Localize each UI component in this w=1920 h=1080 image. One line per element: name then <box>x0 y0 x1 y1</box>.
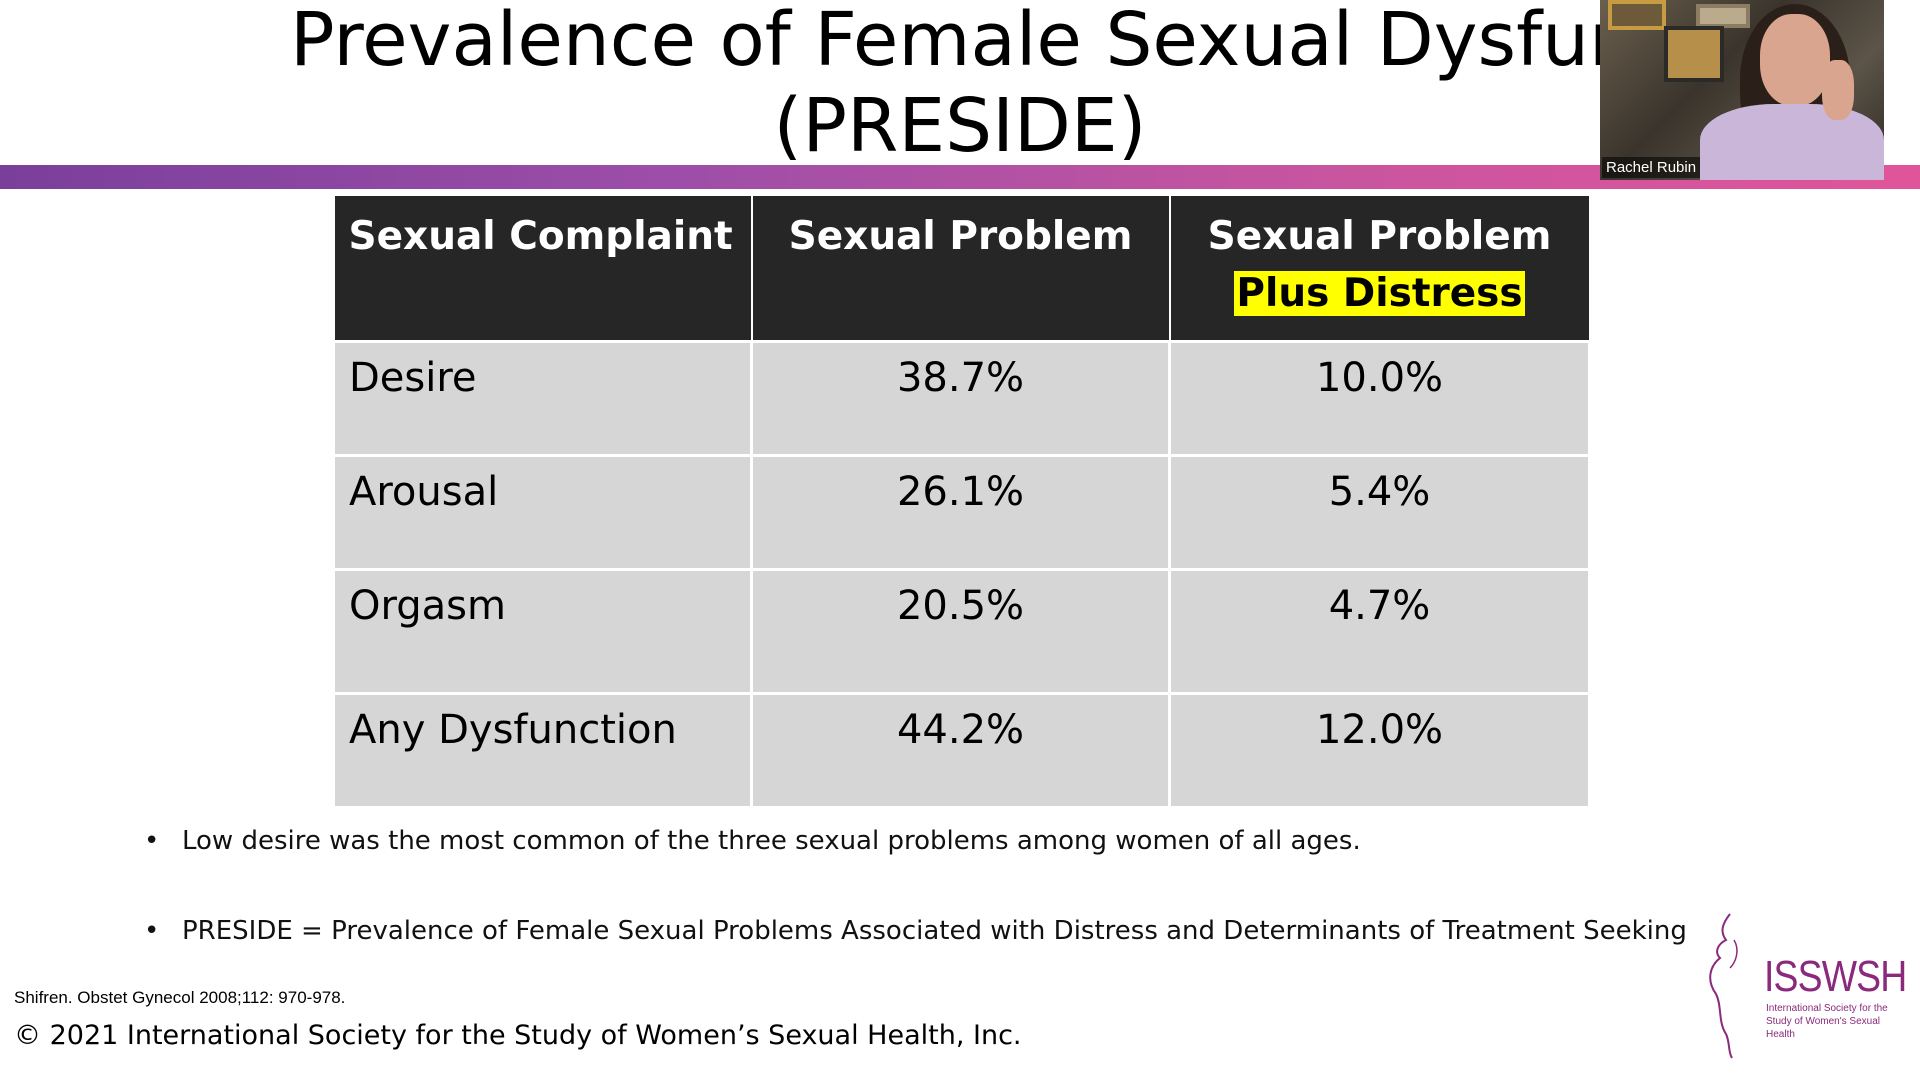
bullet-dot-icon: • <box>144 916 160 946</box>
complaint-cell: Orgasm <box>332 568 753 695</box>
female-silhouette-icon <box>1709 913 1738 1059</box>
wall-frame <box>1608 0 1666 30</box>
bullet-dot-icon: • <box>144 826 160 856</box>
problem-percent-cell: 38.7% <box>750 340 1171 457</box>
problem-percent-cell: 20.5% <box>750 568 1171 695</box>
webcam-video-tile[interactable]: Rachel Rubin <box>1600 0 1884 180</box>
table-row: Arousal 26.1% 5.4% <box>332 454 1591 571</box>
complaint-cell: Any Dysfunction <box>332 692 753 809</box>
logo-subtitle: International Society for the Study of W… <box>1766 1003 1888 1040</box>
highlighted-plus-distress: Plus Distress <box>1234 271 1525 316</box>
distress-percent-cell: 12.0% <box>1168 692 1591 809</box>
bullet-text: PRESIDE = Prevalence of Female Sexual Pr… <box>182 916 1687 946</box>
problem-percent-cell: 26.1% <box>750 454 1171 571</box>
speaker-body <box>1700 104 1884 180</box>
prevalence-table: Sexual Complaint Sexual Problem Sexual P… <box>332 194 1591 809</box>
complaint-cell: Arousal <box>332 454 753 571</box>
header-sexual-problem: Sexual Problem <box>750 194 1171 343</box>
table-row: Orgasm 20.5% 4.7% <box>332 568 1591 695</box>
distress-percent-cell: 10.0% <box>1168 340 1591 457</box>
citation: Shifren. Obstet Gynecol 2008;112: 970-97… <box>14 988 346 1007</box>
logo-acronym: ISSWSH <box>1764 952 1907 1001</box>
speaker-face <box>1760 14 1830 106</box>
isswsh-logo: ISSWSH International Society for the Stu… <box>1700 910 1910 1060</box>
wall-frame <box>1696 4 1750 28</box>
table-header-row: Sexual Complaint Sexual Problem Sexual P… <box>332 194 1591 343</box>
table-row: Desire 38.7% 10.0% <box>332 340 1591 457</box>
slide-title: Prevalence of Female Sexual Dysfunction … <box>0 0 1920 160</box>
bullet-item: • PRESIDE = Prevalence of Female Sexual P… <box>144 916 1687 946</box>
complaint-cell: Desire <box>332 340 753 457</box>
slide-title-line-2: (PRESIDE) <box>773 83 1147 160</box>
slide-title-line-1: Prevalence of Female Sexual Dysfunction <box>290 0 1819 83</box>
speaker-hand <box>1822 60 1854 120</box>
bullet-item: • Low desire was the most common of the t… <box>144 826 1361 856</box>
participant-name-label: Rachel Rubin <box>1602 157 1701 178</box>
bullet-text: Low desire was the most common of the th… <box>182 826 1361 856</box>
problem-percent-cell: 44.2% <box>750 692 1171 809</box>
header-problem-label: Sexual Problem <box>1207 214 1552 259</box>
header-sexual-complaint: Sexual Complaint <box>332 194 753 343</box>
header-problem-plus-distress: Sexual Problem Plus Distress <box>1168 194 1591 343</box>
distress-percent-cell: 5.4% <box>1168 454 1591 571</box>
wall-frame <box>1664 26 1724 82</box>
distress-percent-cell: 4.7% <box>1168 568 1591 695</box>
table-row: Any Dysfunction 44.2% 12.0% <box>332 692 1591 809</box>
copyright-notice: © 2021 International Society for the Stu… <box>14 1020 1022 1051</box>
